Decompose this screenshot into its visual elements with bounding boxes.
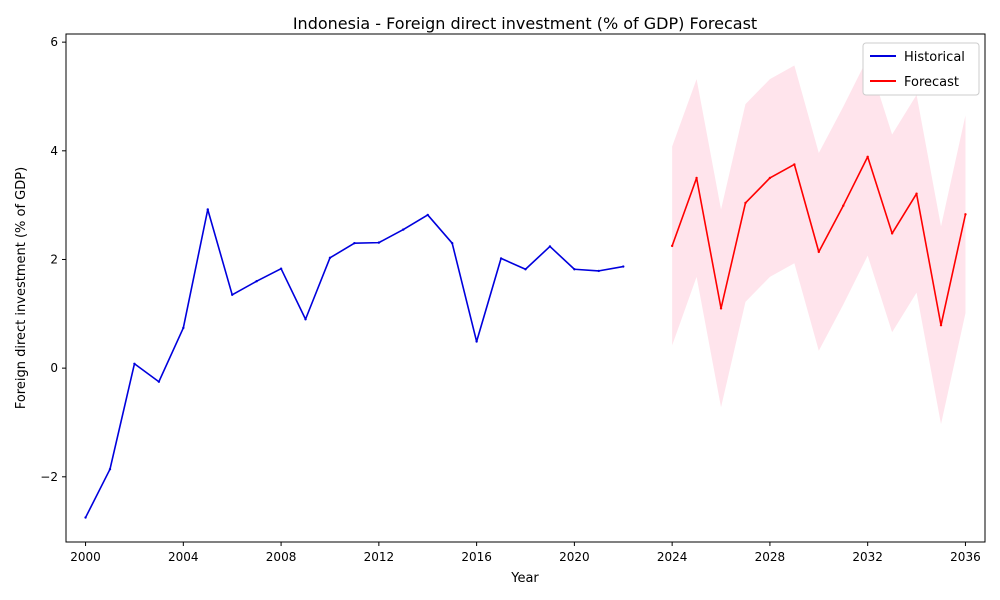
y-axis-label: Foreign direct investment (% of GDP)	[14, 167, 29, 409]
x-tick-label: 2016	[461, 550, 492, 564]
forecast-point	[744, 201, 747, 205]
chart-title: Indonesia - Foreign direct investment (%…	[293, 14, 757, 33]
historical-line	[84, 208, 624, 518]
historical-point	[157, 380, 161, 383]
forecast-point	[842, 204, 845, 207]
historical-point	[426, 213, 429, 217]
y-tick-label: −2	[40, 470, 58, 484]
y-axis-ticks: −2 0 2 4 6	[40, 35, 66, 484]
forecast-point	[890, 232, 894, 235]
historical-point	[622, 265, 625, 268]
historical-point	[206, 208, 209, 211]
forecast-point	[719, 307, 723, 310]
historical-points	[84, 208, 625, 519]
historical-point	[499, 257, 503, 260]
forecast-point	[939, 324, 943, 327]
y-tick-label: 4	[50, 144, 58, 158]
legend: Historical Forecast	[862, 42, 980, 96]
confidence-band	[672, 57, 966, 425]
forecast-point	[793, 163, 796, 166]
historical-point	[255, 280, 258, 283]
x-tick-label: 2028	[755, 550, 786, 564]
historical-point	[231, 293, 234, 296]
x-tick-label: 2012	[364, 550, 395, 564]
historical-point	[279, 267, 283, 270]
x-tick-label: 2036	[950, 550, 981, 564]
y-tick-label: 6	[50, 35, 58, 49]
forecast-point	[670, 244, 674, 248]
forecast-point	[817, 250, 820, 254]
historical-point	[475, 340, 478, 343]
forecast-point	[866, 155, 869, 158]
historical-point	[377, 241, 381, 244]
historical-point	[328, 256, 332, 260]
series-lines	[84, 155, 967, 519]
historical-point	[573, 268, 576, 271]
y-tick-label: 2	[50, 252, 58, 266]
legend-forecast-label: Forecast	[904, 75, 959, 90]
forecast-confidence-area	[672, 57, 966, 425]
historical-point	[353, 241, 356, 245]
x-axis-label: Year	[510, 571, 539, 586]
x-tick-label: 2020	[559, 550, 590, 564]
x-tick-label: 2008	[266, 550, 297, 564]
historical-point	[84, 516, 87, 519]
historical-point	[182, 326, 185, 330]
historical-point	[597, 269, 601, 273]
historical-point	[402, 228, 405, 231]
historical-point	[304, 318, 307, 321]
historical-point	[108, 468, 112, 471]
legend-historical-label: Historical	[904, 50, 965, 65]
x-tick-label: 2004	[168, 550, 199, 564]
historical-point	[133, 362, 136, 365]
x-tick-label: 2024	[657, 550, 688, 564]
x-tick-label: 2000	[70, 550, 101, 564]
historical-point	[524, 268, 527, 271]
plot-frame	[65, 33, 986, 543]
forecast-point	[695, 176, 698, 180]
historical-point	[548, 245, 552, 248]
x-tick-label: 2032	[852, 550, 883, 564]
y-tick-label: 0	[50, 361, 58, 375]
historical-point	[450, 241, 454, 245]
forecast-point	[915, 192, 918, 195]
forecast-point	[768, 176, 772, 180]
forecast-point	[964, 213, 967, 216]
x-axis-ticks: 2000 2004 2008 2012 2016 2020 2024 2028 2032 2036	[70, 542, 981, 564]
forecast-points	[670, 155, 967, 327]
